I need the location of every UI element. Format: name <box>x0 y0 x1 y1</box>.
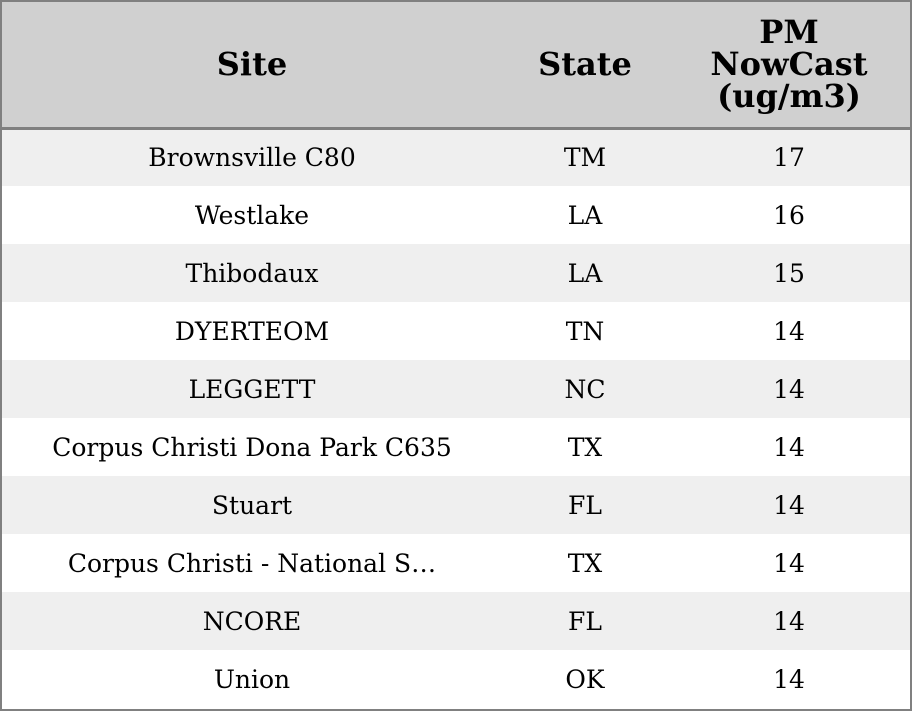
cell-state: TX <box>502 418 668 476</box>
cell-pm-nowcast: 14 <box>668 302 910 360</box>
column-header-site-label: Site <box>216 45 288 84</box>
table-header-row: Site State PM NowCast (ug/m3) <box>2 2 910 130</box>
table-row: Westlake LA 16 <box>2 186 910 244</box>
cell-pm-nowcast: 17 <box>668 128 910 186</box>
cell-site: Westlake <box>2 186 502 244</box>
table-row: Corpus Christi Dona Park C635 TX 14 <box>2 418 910 476</box>
cell-site: Brownsville C80 <box>2 128 502 186</box>
table-row: DYERTEOM TN 14 <box>2 302 910 360</box>
column-header-site: Site <box>2 2 502 130</box>
table-row: Stuart FL 14 <box>2 476 910 534</box>
cell-pm-nowcast: 15 <box>668 244 910 302</box>
cell-site: LEGGETT <box>2 360 502 418</box>
cell-state: LA <box>502 244 668 302</box>
cell-pm-nowcast: 14 <box>668 418 910 476</box>
cell-state: FL <box>502 476 668 534</box>
table-row: Corpus Christi - National S… TX 14 <box>2 534 910 592</box>
table-row: LEGGETT NC 14 <box>2 360 910 418</box>
cell-state: NC <box>502 360 668 418</box>
column-header-pm-line-3: (ug/m3) <box>717 77 861 116</box>
table-row: NCORE FL 14 <box>2 592 910 650</box>
cell-state: TN <box>502 302 668 360</box>
cell-site: NCORE <box>2 592 502 650</box>
cell-pm-nowcast: 14 <box>668 592 910 650</box>
column-header-state-label: State <box>538 45 632 84</box>
cell-pm-nowcast: 14 <box>668 476 910 534</box>
cell-site: DYERTEOM <box>2 302 502 360</box>
cell-pm-nowcast: 16 <box>668 186 910 244</box>
cell-state: FL <box>502 592 668 650</box>
cell-state: LA <box>502 186 668 244</box>
cell-site: Corpus Christi - National S… <box>2 534 502 592</box>
cell-pm-nowcast: 14 <box>668 534 910 592</box>
cell-site: Corpus Christi Dona Park C635 <box>2 418 502 476</box>
table-row: Thibodaux LA 15 <box>2 244 910 302</box>
table-row: Union OK 14 <box>2 650 910 708</box>
cell-state: OK <box>502 650 668 708</box>
cell-state: TM <box>502 128 668 186</box>
cell-pm-nowcast: 14 <box>668 650 910 708</box>
cell-state: TX <box>502 534 668 592</box>
column-header-pm-line-1: PM <box>759 13 819 52</box>
table-row: Brownsville C80 TM 17 <box>2 128 910 186</box>
column-header-state: State <box>502 2 668 130</box>
column-header-pm-line-2: NowCast <box>710 45 868 84</box>
cell-site: Union <box>2 650 502 708</box>
cell-site: Thibodaux <box>2 244 502 302</box>
column-header-pm-nowcast: PM NowCast (ug/m3) <box>668 2 910 130</box>
cell-pm-nowcast: 14 <box>668 360 910 418</box>
cell-site: Stuart <box>2 476 502 534</box>
